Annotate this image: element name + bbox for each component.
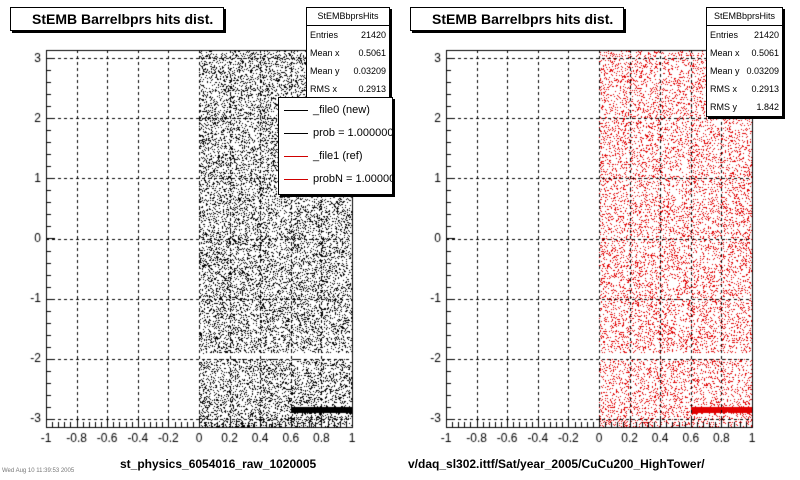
- stats-value: 0.5061: [358, 48, 386, 58]
- stats-label: Entries: [710, 30, 739, 40]
- stats-value: 0.03209: [746, 66, 779, 76]
- legend-swatch: [284, 179, 308, 180]
- legend-label: probN = 1.000000: [313, 173, 393, 185]
- panel-1-title: StEMB Barrelbprs hits dist.: [10, 7, 225, 31]
- legend-entry: probN = 1.000000: [279, 170, 392, 188]
- legend-entry: prob = 1.000000: [279, 124, 392, 142]
- panel-1-stats-box: StEMBbprsHits Entries 21420 Mean x 0.5061 …: [306, 7, 390, 99]
- panel-1-stats-row: Entries 21420: [307, 26, 389, 44]
- panel-1-stats-row: Mean y 0.03209: [307, 62, 389, 80]
- panel-2-x-axis-title: v/daq_sl302.ittf/Sat/year_2005/CuCu200_H…: [408, 457, 705, 471]
- panel-1-stats-row: Mean x 0.5061: [307, 44, 389, 62]
- stats-label: Mean x: [710, 48, 740, 58]
- panel-2-title: StEMB Barrelbprs hits dist.: [410, 7, 625, 31]
- panel-2-stats-row: Mean x 0.5061: [707, 44, 782, 62]
- stats-value: 0.5061: [751, 48, 779, 58]
- stats-label: RMS x: [310, 84, 337, 94]
- legend-swatch: [284, 133, 308, 134]
- footnote-timestamp: Wed Aug 10 11:39:53 2005: [2, 468, 75, 474]
- panel-2-stats-row: RMS x 0.2913: [707, 80, 782, 98]
- panel-1-legend: _file0 (new) prob = 1.000000 _file1 (ref…: [278, 97, 393, 195]
- legend-entry: _file0 (new): [279, 101, 392, 119]
- stats-value: 1.842: [756, 102, 779, 112]
- panel-2-stats-box: StEMBbprsHits Entries 21420 Mean x 0.5061 …: [706, 7, 783, 117]
- stats-label: Mean x: [310, 48, 340, 58]
- panel-1-stats-row: RMS x 0.2913: [307, 80, 389, 98]
- panel-1-stats-header: StEMBbprsHits: [307, 8, 389, 26]
- stats-label: RMS x: [710, 84, 737, 94]
- stats-value: 0.03209: [353, 66, 386, 76]
- legend-label: _file1 (ref): [313, 150, 363, 162]
- legend-label: _file0 (new): [313, 104, 370, 116]
- stats-value: 0.2913: [358, 84, 386, 94]
- panel-1-x-axis-title: st_physics_6054016_raw_1020005: [120, 457, 317, 471]
- legend-swatch: [284, 156, 308, 157]
- stats-label: Entries: [310, 30, 339, 40]
- panel-2-stats-row: Entries 21420: [707, 26, 782, 44]
- stats-label: RMS y: [710, 102, 737, 112]
- legend-swatch: [284, 110, 308, 111]
- stats-value: 21420: [360, 30, 386, 40]
- stats-label: Mean y: [710, 66, 740, 76]
- stats-value: 21420: [753, 30, 779, 40]
- legend-label: prob = 1.000000: [313, 127, 393, 139]
- stats-label: Mean y: [310, 66, 340, 76]
- panel-2-stats-header: StEMBbprsHits: [707, 8, 782, 26]
- panel-2-stats-row: Mean y 0.03209: [707, 62, 782, 80]
- panel-2-stats-row: RMS y 1.842: [707, 98, 782, 116]
- legend-entry: _file1 (ref): [279, 147, 392, 165]
- stats-value: 0.2913: [751, 84, 779, 94]
